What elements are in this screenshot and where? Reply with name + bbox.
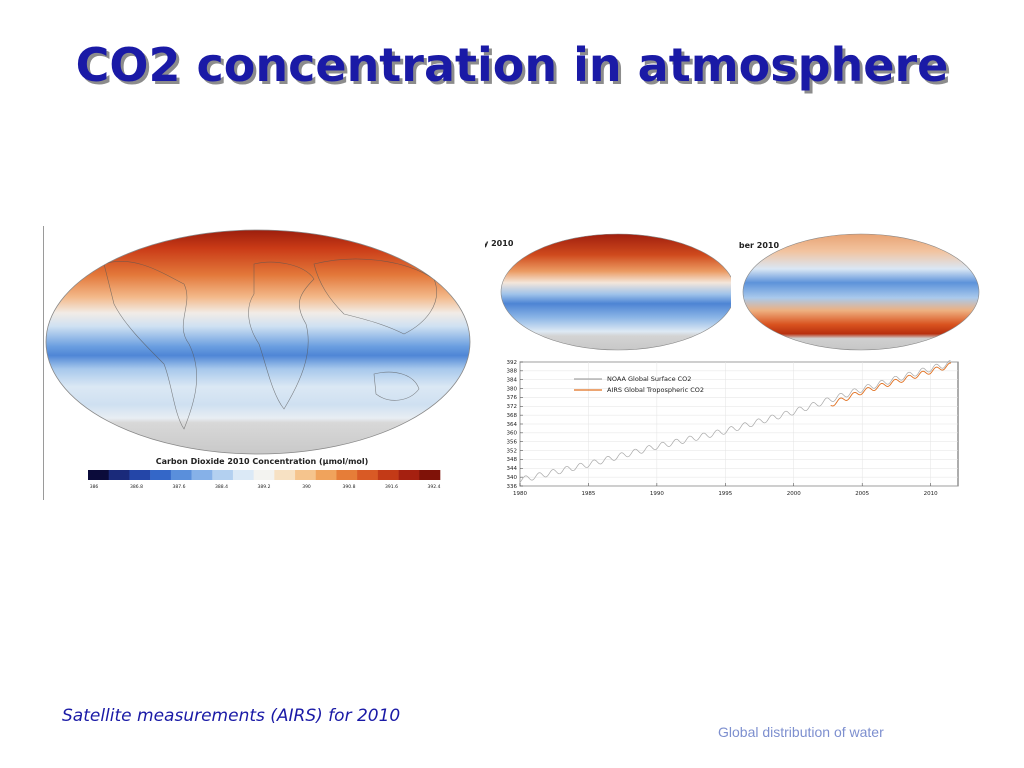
co2-2010-annual-map: Carbon Dioxide 2010 Concentration (μmol/…	[45, 229, 471, 490]
colorbar-swatch	[170, 470, 192, 480]
series-line	[830, 362, 952, 407]
map-main-colorbar: Carbon Dioxide 2010 Concentration (μmol/…	[88, 457, 441, 490]
map-main-colorbar-title: Carbon Dioxide 2010 Concentration (μmol/…	[156, 457, 369, 466]
colorbar-tick-label: 388.4	[215, 484, 228, 490]
y-tick-label: 340	[507, 475, 518, 481]
colorbar-tick-label: 386.8	[130, 484, 143, 490]
y-tick-label: 360	[507, 431, 518, 437]
colorbar-swatch	[232, 470, 254, 480]
map-main-coastline-australia	[373, 371, 420, 401]
colorbar-swatch	[357, 470, 379, 480]
colorbar-tick-label: 390	[302, 484, 311, 490]
co2-october-2010-map: October 2010	[739, 233, 980, 351]
y-tick-label: 356	[507, 440, 518, 446]
map-main-coastline-africa-europe	[248, 261, 315, 410]
y-tick-label: 372	[507, 404, 518, 410]
y-tick-label: 336	[507, 484, 518, 490]
colorbar-swatch	[191, 470, 213, 480]
colorbar-tick-label: 387.6	[173, 484, 186, 490]
colorbar-swatch	[295, 470, 317, 480]
map-main-coastline-americas	[103, 260, 197, 430]
x-tick-label: 1995	[718, 491, 732, 497]
colorbar-swatch	[336, 470, 358, 480]
colorbar-swatch	[253, 470, 275, 480]
colorbar-tick-label: 390.8	[343, 484, 356, 490]
y-tick-label: 348	[507, 457, 518, 463]
y-tick-label: 376	[507, 395, 518, 401]
colorbar-swatch	[212, 470, 234, 480]
x-tick-label: 2000	[787, 491, 801, 497]
map-may-globe	[500, 233, 731, 351]
y-tick-label: 352	[507, 448, 518, 454]
map-october-label: October 2010	[739, 241, 779, 250]
colorbar-swatch	[274, 470, 296, 480]
colorbar-swatch	[108, 470, 130, 480]
y-tick-label: 384	[507, 378, 518, 384]
x-tick-label: 1990	[650, 491, 664, 497]
map-may-label: May 2010	[485, 239, 514, 248]
map-october-globe	[742, 233, 980, 351]
colorbar-tick-label: 391.6	[385, 484, 398, 490]
y-tick-label: 364	[507, 422, 518, 428]
co2-may-2010-map: May 2010	[485, 233, 731, 351]
co2-timeseries-chart: 336 340 344 348 352 356 360 364 368 372 376 380 384 3…	[507, 360, 959, 497]
map-main-coastline-asia	[313, 258, 437, 335]
colorbar-swatch	[419, 470, 441, 480]
legend-entry: AIRS Global Tropospheric CO2	[607, 386, 704, 394]
colorbar-swatch	[377, 470, 399, 480]
slide-footer: Global distribution of water	[718, 724, 884, 740]
colorbar-tick-label: 392.4	[428, 484, 441, 490]
left-divider-line	[43, 226, 44, 500]
legend-entry: NOAA Global Surface CO2	[607, 375, 691, 383]
x-tick-label: 2010	[924, 491, 938, 497]
colorbar-swatch	[398, 470, 420, 480]
series-line	[519, 360, 951, 483]
y-tick-label: 388	[507, 369, 518, 375]
y-tick-label: 368	[507, 413, 518, 419]
x-tick-label: 1980	[513, 491, 527, 497]
y-tick-label: 344	[507, 466, 518, 472]
colorbar-swatch	[129, 470, 151, 480]
colorbar-swatch	[315, 470, 337, 480]
y-tick-label: 380	[507, 386, 518, 392]
x-tick-label: 2005	[855, 491, 869, 497]
colorbar-swatch	[150, 470, 172, 480]
colorbar-swatch	[88, 470, 110, 480]
y-tick-label: 392	[507, 360, 518, 366]
slide-caption: Satellite measurements (AIRS) for 2010	[62, 706, 401, 726]
colorbar-tick-label: 386	[90, 484, 99, 490]
slide-title: CO2 concentration in atmosphere	[75, 38, 949, 92]
x-tick-label: 1985	[581, 491, 595, 497]
colorbar-tick-label: 389.2	[258, 484, 271, 490]
